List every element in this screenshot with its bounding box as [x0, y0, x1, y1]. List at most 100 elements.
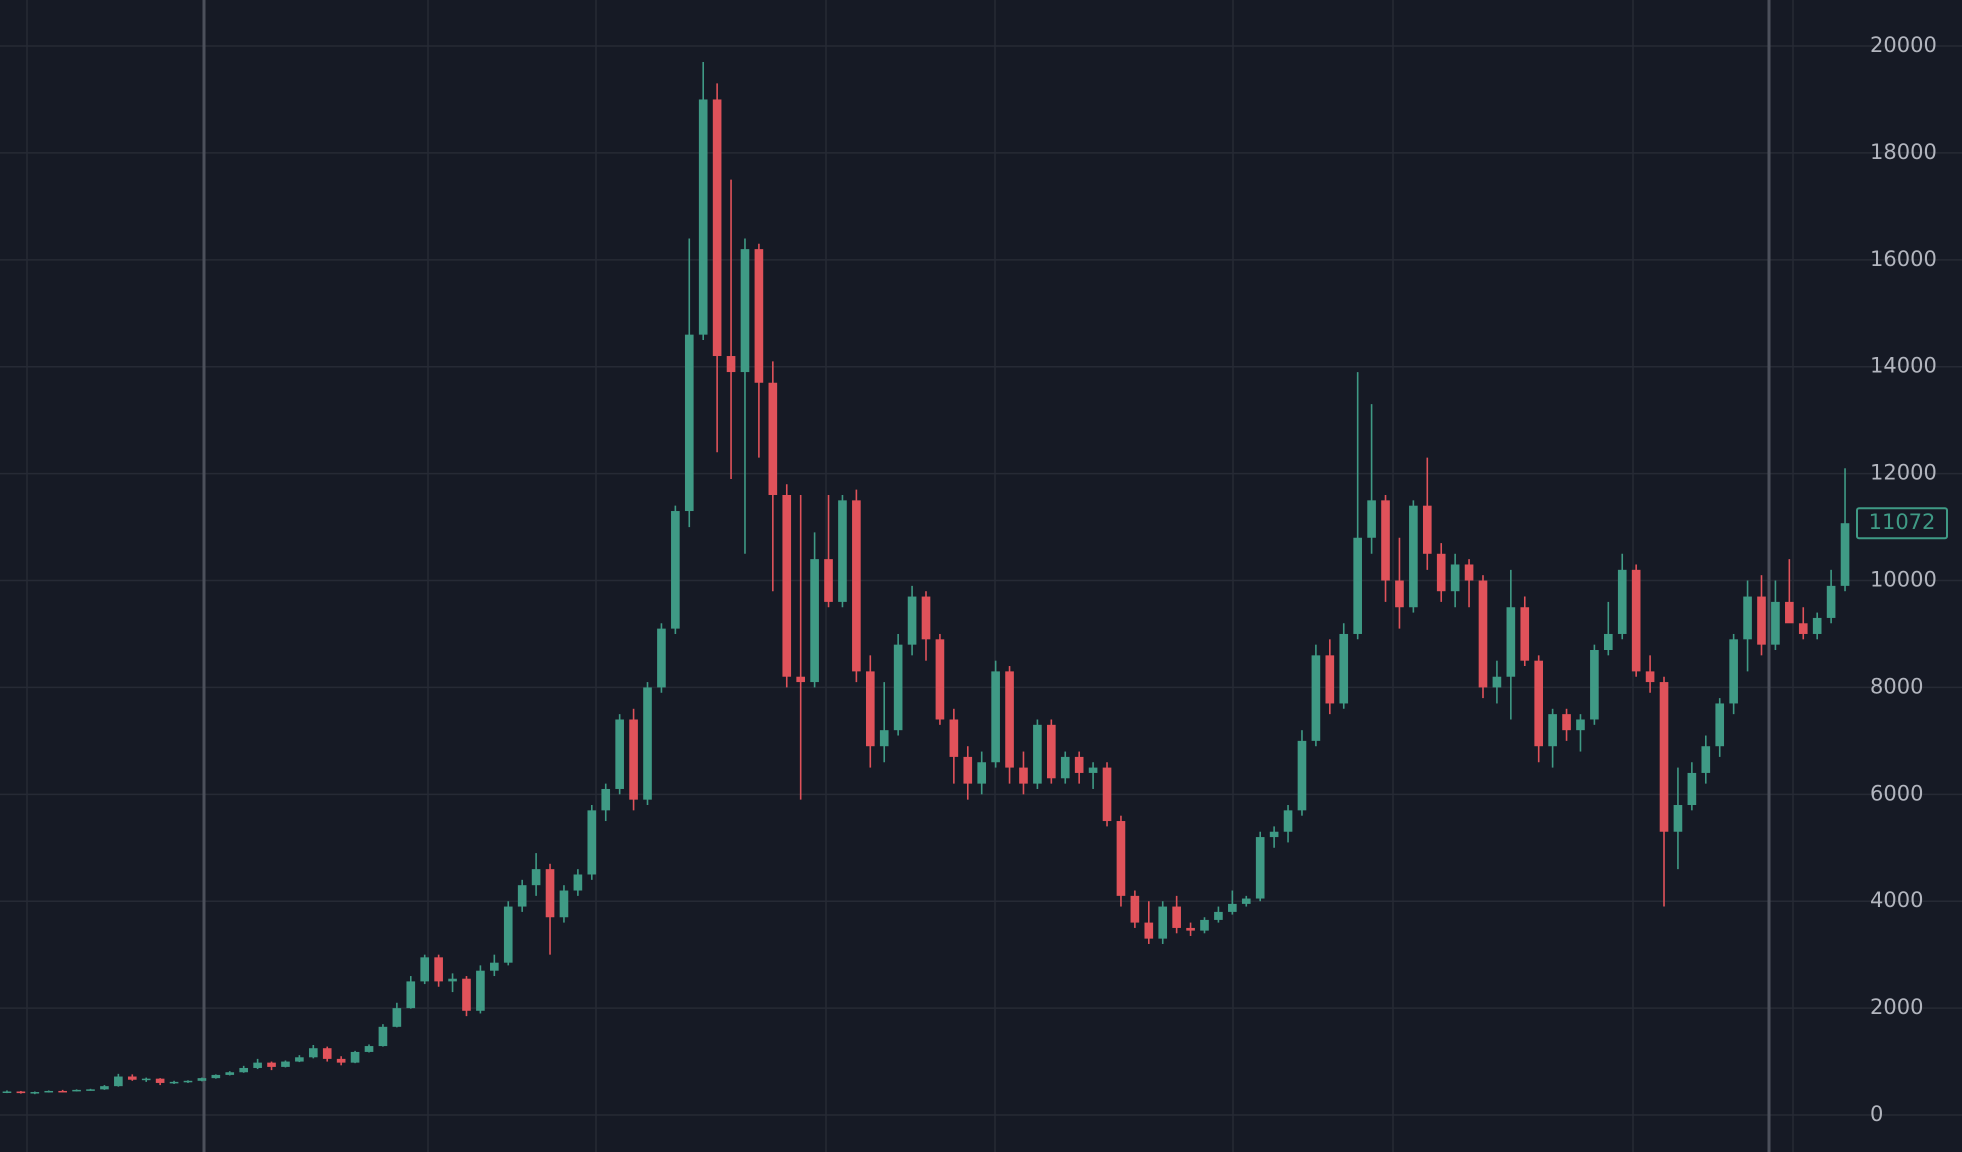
candle-body	[949, 719, 959, 757]
y-tick-label: 12000	[1870, 461, 1937, 485]
candle-body	[1590, 650, 1599, 720]
candle-body	[1283, 810, 1293, 832]
candle-body	[1562, 714, 1571, 731]
candle-body	[977, 762, 987, 784]
candle-body	[517, 885, 527, 907]
candle-body	[1255, 837, 1265, 899]
candle-body	[1645, 671, 1655, 683]
candle-body	[1311, 655, 1321, 741]
candle-body	[169, 1081, 179, 1084]
candle-body	[1701, 746, 1711, 773]
candle-body	[1729, 639, 1738, 704]
y-tick-label: 18000	[1870, 140, 1937, 164]
candle-body	[1241, 898, 1251, 904]
candle-body	[601, 788, 611, 811]
candle-body	[1534, 660, 1544, 747]
candle-body	[726, 356, 736, 373]
candle-body	[1743, 596, 1752, 640]
candle-body	[1144, 922, 1154, 939]
y-tick-label: 0	[1870, 1102, 1883, 1126]
candle-body	[503, 906, 513, 963]
y-tick-label: 20000	[1870, 33, 1937, 57]
candle-body	[1492, 676, 1502, 688]
candle-body	[852, 500, 861, 672]
candle-body	[1228, 903, 1237, 912]
candle-body	[58, 1090, 67, 1093]
candle-body	[629, 719, 638, 800]
candle-body	[72, 1089, 81, 1092]
candle-body	[907, 596, 917, 645]
candle-body	[1186, 927, 1195, 931]
y-tick-label: 16000	[1870, 247, 1937, 271]
candle-body	[295, 1057, 304, 1062]
candle-body	[893, 644, 903, 731]
candle-body	[1506, 607, 1516, 677]
candle-body	[573, 874, 583, 891]
candle-body	[768, 382, 778, 495]
candle-body	[1033, 724, 1042, 784]
candle-body	[30, 1092, 40, 1094]
candle-body	[1715, 703, 1725, 747]
candle-body	[1214, 911, 1223, 920]
candle-body	[1297, 740, 1307, 811]
candle-body	[1130, 895, 1140, 923]
candle-body	[810, 559, 819, 683]
candle-body	[545, 869, 555, 918]
y-tick-label: 4000	[1870, 888, 1923, 912]
candle-body	[1757, 596, 1766, 645]
candle-body	[1060, 756, 1070, 779]
y-tick-label: 10000	[1870, 568, 1937, 592]
candle-body	[322, 1048, 332, 1059]
candle-body	[991, 671, 1000, 763]
candles	[2, 62, 1850, 1095]
candle-body	[490, 962, 499, 971]
candle-body	[16, 1091, 26, 1094]
candle-body	[824, 559, 833, 602]
candle-body	[1409, 505, 1418, 608]
candle-body	[1395, 580, 1404, 608]
candle-body	[1436, 553, 1446, 592]
y-tick-label: 14000	[1870, 354, 1937, 378]
candle-body	[865, 671, 875, 747]
candle-body	[879, 730, 889, 747]
candle-body	[420, 957, 430, 982]
candle-body	[782, 494, 792, 677]
candle-body	[86, 1089, 95, 1091]
candle-body	[239, 1067, 249, 1073]
candle-body	[448, 978, 457, 982]
candle-body	[211, 1074, 221, 1079]
candle-body	[1478, 580, 1488, 688]
candle-body	[1172, 906, 1181, 928]
candle-body	[225, 1072, 235, 1075]
candle-body	[1798, 623, 1808, 634]
candle-body	[1520, 607, 1530, 661]
candle-body	[141, 1078, 151, 1081]
last-price-label: 11072	[1869, 510, 1936, 534]
candle-body	[281, 1061, 290, 1067]
candle-body	[1102, 767, 1112, 822]
candle-body	[531, 869, 541, 886]
candle-body	[921, 596, 931, 640]
candle-body	[671, 511, 680, 629]
candle-body	[183, 1080, 193, 1083]
candle-body	[1631, 569, 1641, 672]
candle-body	[1603, 633, 1613, 651]
candle-body	[1659, 682, 1669, 832]
candle-body	[740, 249, 750, 373]
price-axis: 0 2000 4000 6000 8000 10000 12000 14000 16000 180…	[1856, 33, 1948, 1126]
candle-body	[476, 970, 485, 1011]
candle-body	[712, 99, 722, 357]
y-tick-label: 8000	[1870, 674, 1923, 698]
candle-body	[1381, 500, 1390, 581]
candle-body	[253, 1062, 262, 1068]
candle-body	[434, 957, 443, 982]
candle-body	[462, 978, 471, 1011]
candle-body	[1325, 655, 1335, 704]
candle-body	[587, 810, 597, 875]
candle-body	[350, 1051, 360, 1063]
candle-body	[643, 687, 652, 800]
candle-body	[935, 639, 945, 720]
